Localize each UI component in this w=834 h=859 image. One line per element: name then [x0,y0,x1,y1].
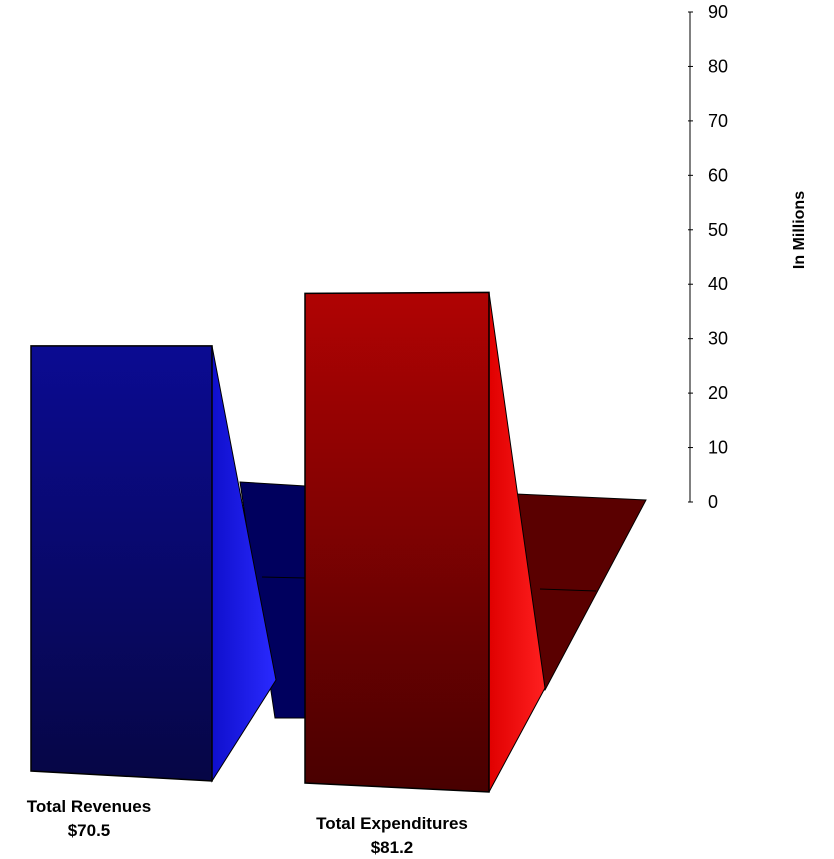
y-tick-label: 60 [708,165,728,185]
y-axis: 0 10 20 30 40 50 60 70 80 90 In Millions [688,2,808,512]
category-label-expenditures: Total Expenditures [316,814,468,833]
y-tick-label: 30 [708,329,728,349]
bars [30,291,546,793]
bar-expenditures [304,291,546,793]
value-label-revenues: $70.5 [68,821,111,840]
category-label-revenues: Total Revenues [27,797,151,816]
category-labels: Total Revenues $70.5 Total Expenditures … [27,797,468,857]
y-axis-ticks: 0 10 20 30 40 50 60 70 80 90 [688,2,728,512]
y-tick-label: 20 [708,383,728,403]
value-label-expenditures: $81.2 [371,838,414,857]
y-tick-label: 10 [708,438,728,458]
y-tick-label: 0 [708,492,718,512]
bar-expenditures-front [304,291,490,793]
y-tick-label: 70 [708,111,728,131]
bar-revenues-front [30,345,213,782]
expenditures-floor-gridline [539,588,597,592]
floor-planes [239,481,647,719]
bar-revenues [30,345,277,783]
y-tick-label: 50 [708,220,728,240]
revenues-floor-gridline [261,576,306,579]
y-tick-label: 40 [708,274,728,294]
y-axis-title: In Millions [791,191,808,269]
y-tick-label: 80 [708,56,728,76]
y-tick-label: 90 [708,2,728,22]
